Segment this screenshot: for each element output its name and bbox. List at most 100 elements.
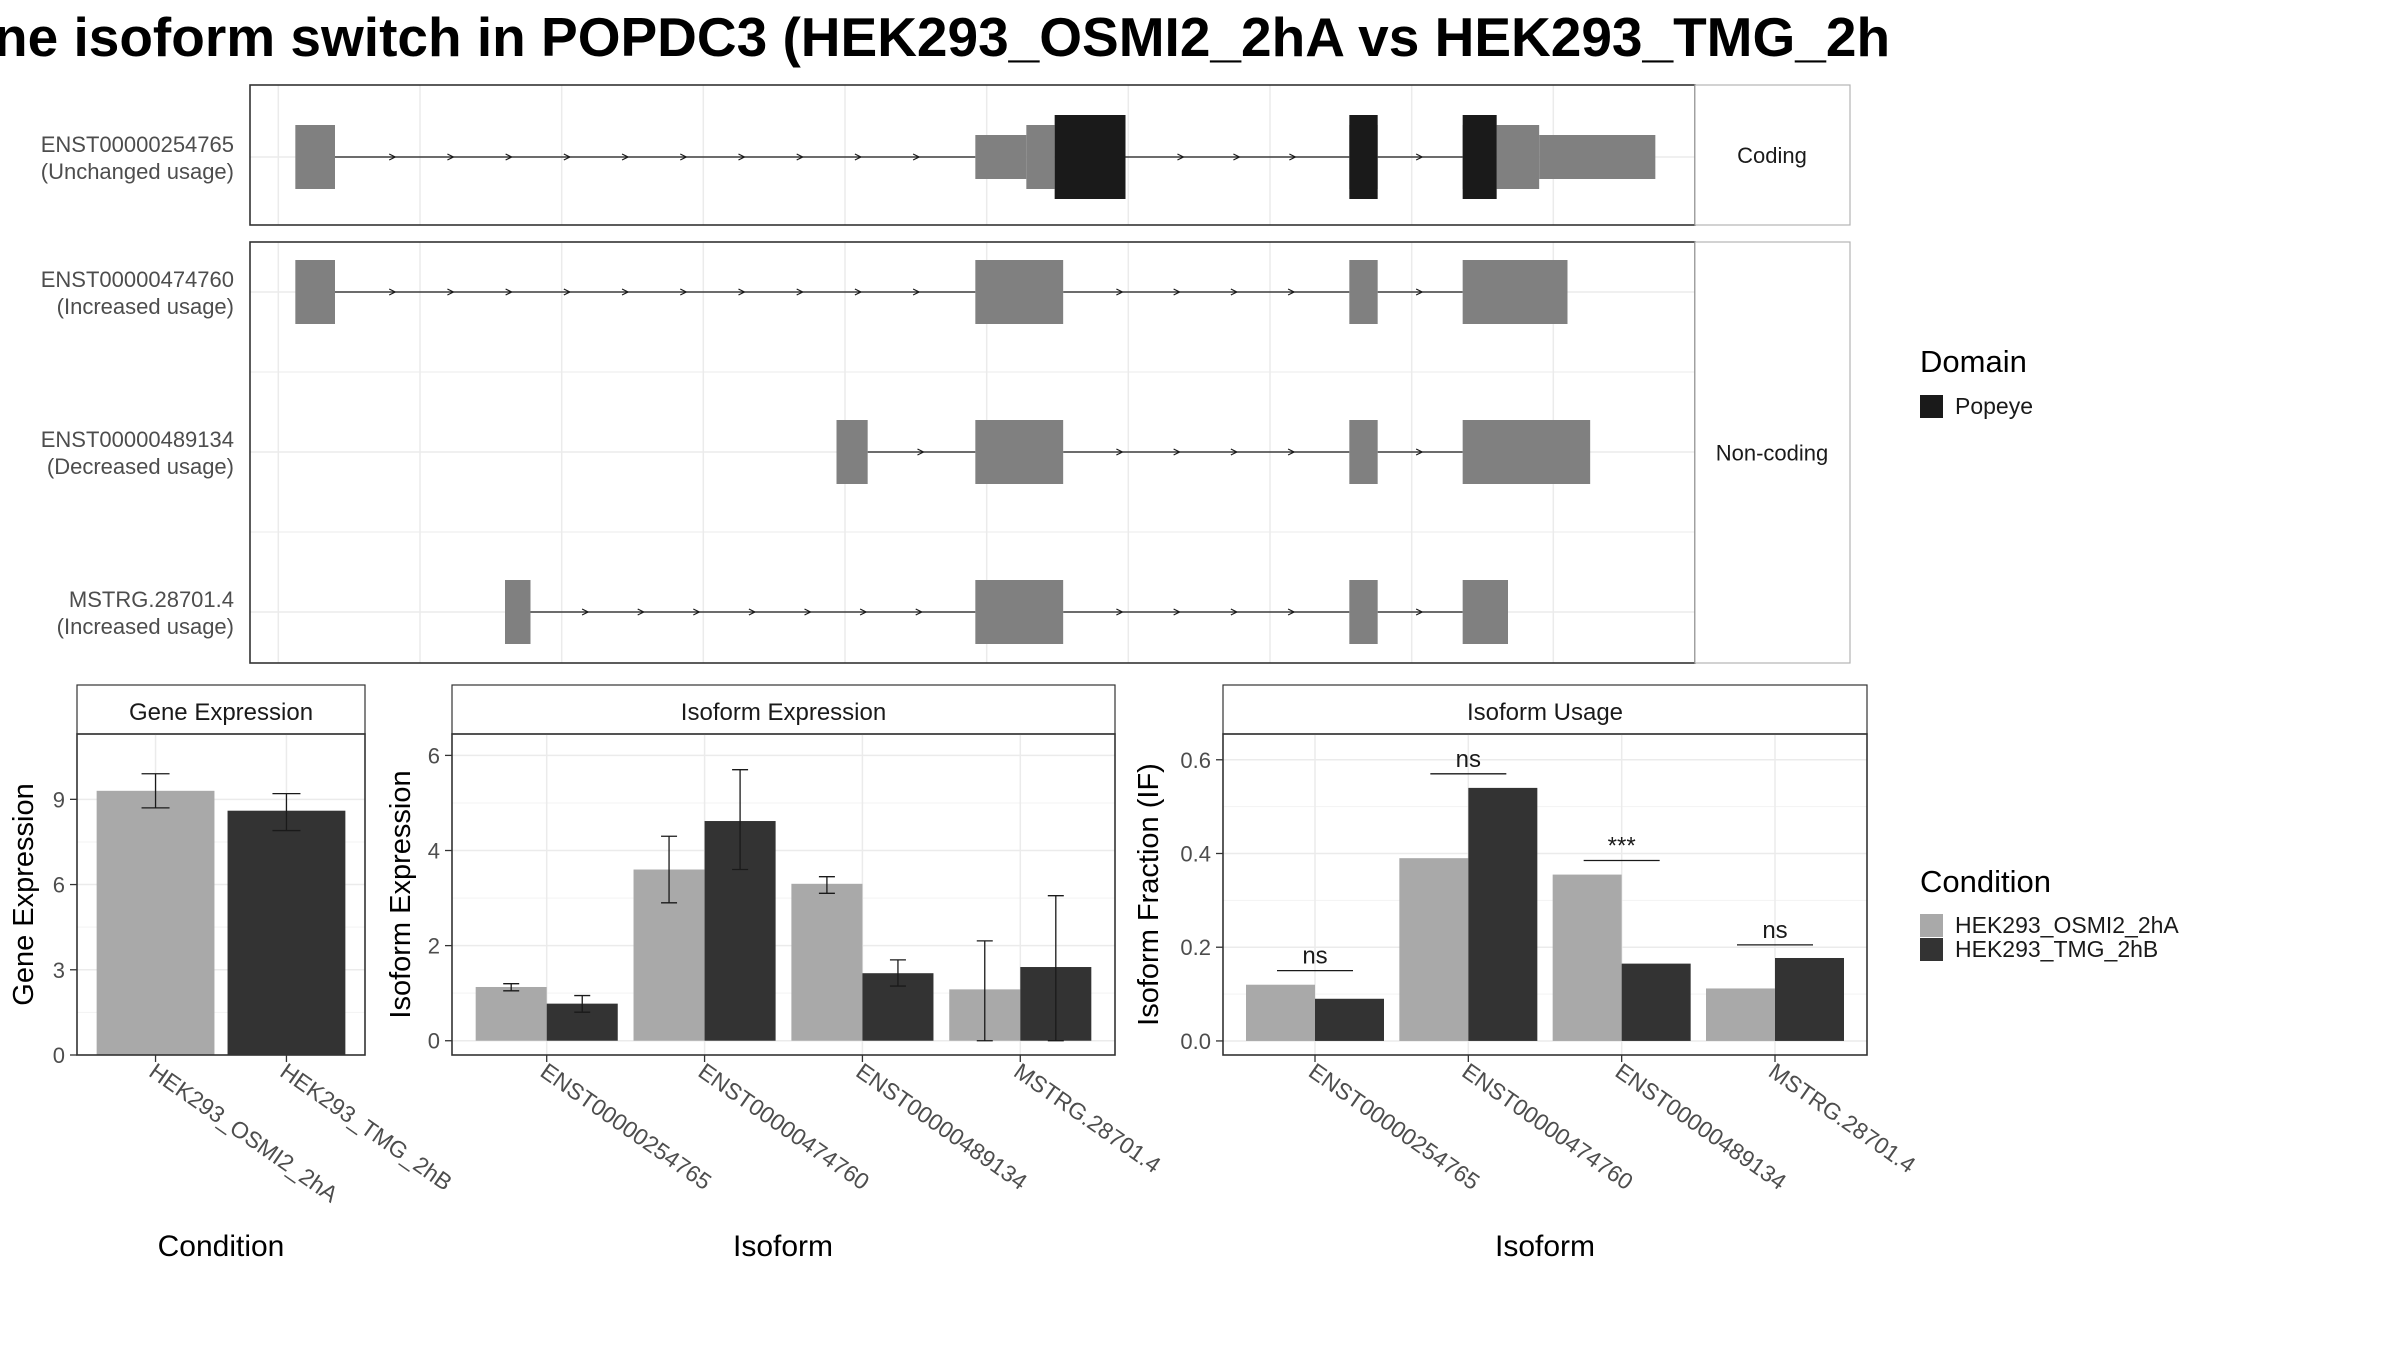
intron-direction-arrow bbox=[748, 608, 757, 616]
popeye-domain-exon bbox=[1349, 115, 1378, 199]
bar-hek293-tmg-2hb-enst00000254765 bbox=[1315, 998, 1384, 1041]
transcript-row-enst00000489134: ENST00000489134(Decreased usage) bbox=[41, 420, 1591, 484]
error-bar bbox=[503, 983, 520, 992]
legend-label-hek293-tmg-2hb: HEK293_TMG_2hB bbox=[1955, 936, 2158, 962]
chart-title: Gene Expression bbox=[129, 699, 313, 726]
intron-direction-arrow bbox=[1116, 608, 1124, 616]
x-tick-label: ENST00000474760 bbox=[694, 1058, 874, 1195]
transcript-id-label: MSTRG.28701.4 bbox=[69, 587, 234, 612]
intron-direction-arrow bbox=[1230, 608, 1239, 616]
intron-direction-arrow bbox=[796, 288, 805, 296]
x-tick-label: ENST00000254765 bbox=[536, 1058, 716, 1195]
intron-direction-arrow bbox=[637, 608, 646, 616]
error-bar bbox=[732, 769, 749, 871]
exon bbox=[295, 125, 335, 189]
bar-hek293-osmi2-2ha-enst00000489134 bbox=[1552, 874, 1622, 1041]
transcript-usage-label: (Increased usage) bbox=[57, 294, 234, 319]
error-bar bbox=[976, 940, 993, 1042]
y-axis-title: Isoform Fraction (IF) bbox=[1133, 763, 1165, 1026]
facet-strip-non-coding bbox=[1694, 241, 1851, 664]
x-axis-title: Condition bbox=[158, 1230, 285, 1263]
intron-direction-arrow bbox=[693, 608, 701, 616]
chart-isoform-usage: Isoform Usagensns***ns0.00.20.40.6ENST00… bbox=[1133, 684, 1921, 1263]
popeye-domain-exon bbox=[1054, 115, 1126, 199]
transcript-row-enst00000254765: ENST00000254765(Unchanged usage) bbox=[41, 115, 1656, 199]
legend-key-hek293-tmg-2hb bbox=[1920, 938, 1943, 961]
transcript-usage-label: (Increased usage) bbox=[57, 614, 234, 639]
legend-domain: Domain Popeye bbox=[1920, 344, 2033, 419]
y-tick-label: 0.6 bbox=[1180, 748, 1211, 773]
y-tick-label: 0.2 bbox=[1180, 935, 1211, 960]
exon bbox=[975, 580, 1064, 644]
exon bbox=[1462, 260, 1568, 324]
y-tick-label: 3 bbox=[53, 958, 65, 983]
x-axis-title: Isoform bbox=[1495, 1230, 1595, 1263]
figure-title: ne isoform switch in POPDC3 (HEK293_OSMI… bbox=[0, 6, 1890, 68]
intron-direction-arrow bbox=[1415, 288, 1424, 296]
facet-strip-coding bbox=[1694, 84, 1851, 226]
bar-hek293-tmg-2hb-enst00000474760 bbox=[1468, 787, 1538, 1041]
legend-condition-title: Condition bbox=[1920, 864, 2051, 899]
x-tick-label: MSTRG.28701.4 bbox=[1009, 1058, 1165, 1178]
exon bbox=[1349, 420, 1378, 484]
intron-direction-arrow bbox=[1116, 288, 1124, 296]
bar-hek293-osmi2-2ha-enst00000254765 bbox=[475, 986, 547, 1041]
intron-direction-arrow bbox=[1230, 288, 1239, 296]
utr-exon bbox=[1539, 135, 1656, 179]
y-tick-label: 9 bbox=[53, 787, 65, 812]
exon bbox=[295, 260, 335, 324]
intron-direction-arrow bbox=[1287, 608, 1296, 616]
y-tick-label: 0 bbox=[428, 1029, 440, 1054]
exon bbox=[1349, 260, 1378, 324]
bar-chart-panels: Gene Expression0369HEK293_OSMI2_2hAHEK29… bbox=[8, 684, 1921, 1263]
intron-direction-arrow bbox=[447, 288, 455, 296]
error-bar bbox=[141, 773, 170, 809]
x-tick-label: MSTRG.28701.4 bbox=[1764, 1058, 1920, 1178]
intron-direction-arrow bbox=[912, 153, 921, 161]
y-tick-label: 6 bbox=[53, 873, 65, 898]
intron-direction-arrow bbox=[859, 608, 868, 616]
x-axis-title: Isoform bbox=[733, 1230, 833, 1263]
intron-direction-arrow bbox=[1415, 153, 1424, 161]
error-bar bbox=[661, 835, 678, 904]
exon bbox=[1462, 420, 1591, 484]
intron-direction-arrow bbox=[917, 448, 925, 456]
facet-strip-label-coding: Coding bbox=[1737, 143, 1807, 168]
transcript-panel-background bbox=[250, 85, 1695, 225]
intron-direction-arrow bbox=[388, 153, 397, 161]
exon bbox=[1026, 125, 1055, 189]
exon bbox=[505, 580, 531, 644]
x-tick-label: ENST00000489134 bbox=[852, 1058, 1033, 1195]
error-bar bbox=[1047, 895, 1064, 1042]
legend-key-popeye bbox=[1920, 395, 1943, 418]
error-bar bbox=[889, 959, 906, 987]
significance-label: ns bbox=[1762, 917, 1787, 944]
y-tick-label: 6 bbox=[428, 743, 440, 768]
significance-label: ns bbox=[1302, 943, 1327, 970]
intron-direction-arrow bbox=[1173, 608, 1181, 616]
intron-direction-arrow bbox=[738, 153, 746, 161]
exon bbox=[975, 260, 1064, 324]
chart-title-strip bbox=[76, 684, 366, 735]
facet-strip-label-non-coding: Non-coding bbox=[1716, 441, 1829, 466]
chart-title-strip bbox=[1222, 684, 1868, 735]
y-tick-label: 0.4 bbox=[1180, 841, 1211, 866]
intron-direction-arrow bbox=[1116, 448, 1124, 456]
y-axis-title: Gene Expression bbox=[8, 783, 40, 1005]
intron-direction-arrow bbox=[1287, 288, 1296, 296]
exon bbox=[1496, 125, 1540, 189]
intron-direction-arrow bbox=[854, 153, 863, 161]
intron-direction-arrow bbox=[505, 153, 513, 161]
legends: Domain Popeye Condition HEK293_OSMI2_2hAHEK… bbox=[1920, 344, 2179, 962]
y-tick-label: 4 bbox=[428, 839, 440, 864]
legend-label-popeye: Popeye bbox=[1955, 393, 2033, 419]
chart-title: Isoform Usage bbox=[1467, 699, 1623, 726]
intron-direction-arrow bbox=[912, 288, 921, 296]
transcript-row-enst00000474760: ENST00000474760(Increased usage) bbox=[41, 260, 1568, 324]
intron-direction-arrow bbox=[388, 288, 397, 296]
transcript-id-label: ENST00000474760 bbox=[41, 267, 234, 292]
intron-direction-arrow bbox=[621, 288, 630, 296]
legend-key-hek293-osmi2-2ha bbox=[1920, 914, 1943, 937]
utr-exon bbox=[975, 135, 1027, 179]
